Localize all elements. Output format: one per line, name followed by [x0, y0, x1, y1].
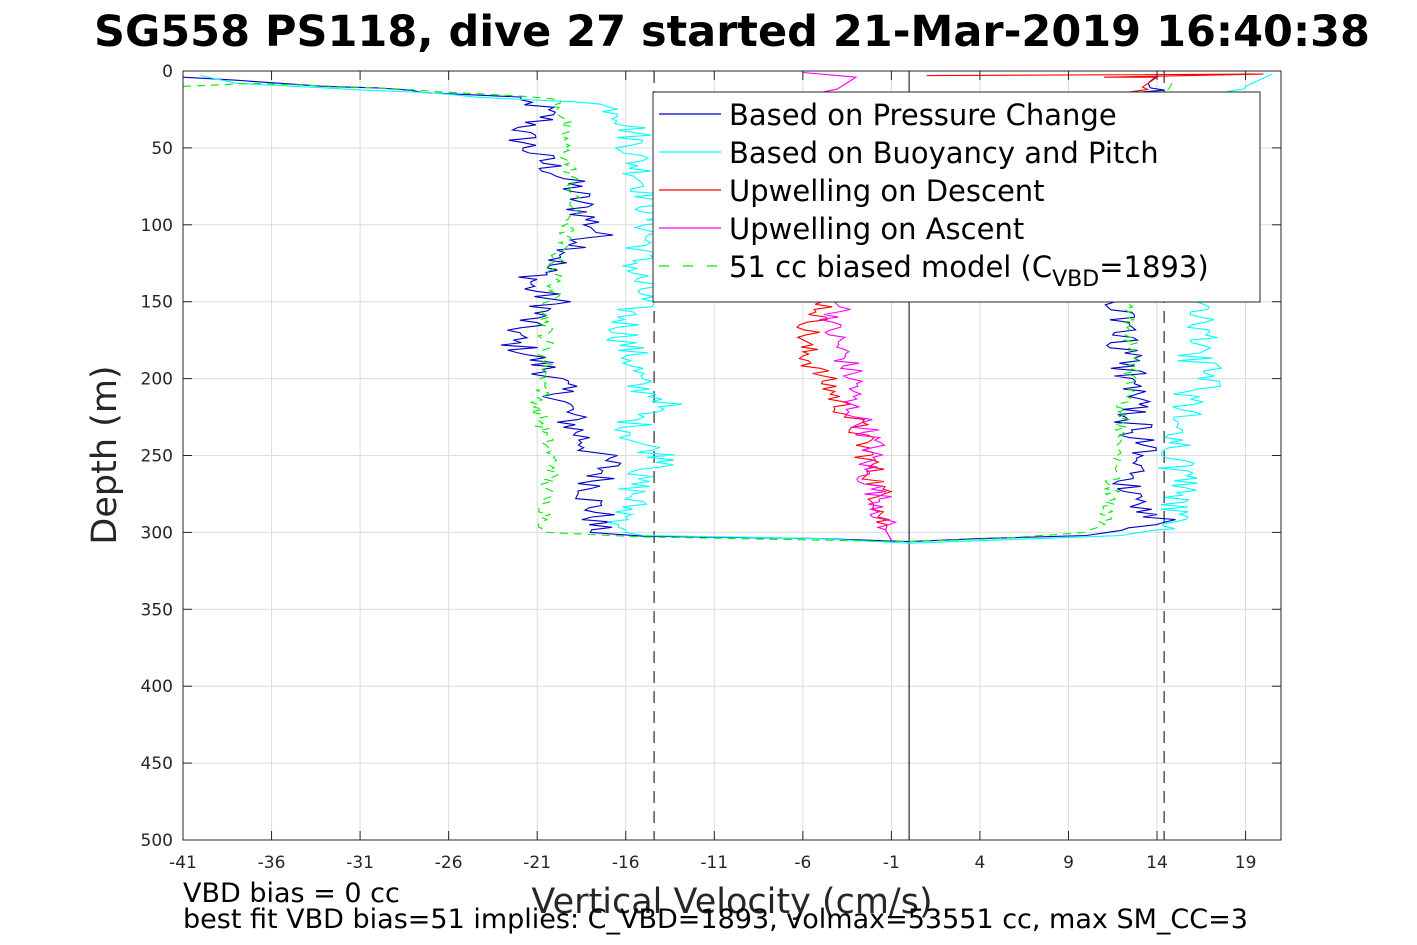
x-tick-label: 4: [975, 853, 986, 873]
x-tick-label: -11: [700, 853, 728, 873]
x-tick-label: -36: [258, 853, 286, 873]
legend-label: Based on Pressure Change: [729, 98, 1117, 132]
footer-best-fit: best fit VBD bias=51 implies: C_VBD=1893…: [183, 904, 1248, 935]
x-tick-label: -1: [883, 853, 900, 873]
y-tick-label: 150: [141, 293, 173, 313]
y-axis: 0 50 100 150 200 250 300 350 400 450 500: [141, 62, 1281, 851]
y-axis-label: Depth (m): [85, 365, 125, 544]
x-tick-label: -41: [169, 853, 197, 873]
x-axis-label: Vertical Velocity (cm/s): [531, 882, 932, 922]
legend-label: Upwelling on Descent: [729, 174, 1045, 208]
y-tick-label: 400: [141, 677, 173, 697]
legend: Based on Pressure Change Based on Buoyanc…: [652, 91, 1261, 303]
x-tick-label: -26: [435, 853, 463, 873]
series-line-based-on-buoyancy-and-pitch-descent: [200, 75, 910, 544]
x-axis: -41 -36 -31 -26 -21 -16 -11 -6 -1 4 9 14 19: [169, 71, 1256, 873]
y-tick-label: 350: [141, 600, 173, 620]
y-tick-label: 450: [141, 754, 173, 774]
y-tick-label: 500: [141, 831, 173, 851]
y-tick-label: 250: [141, 447, 173, 467]
x-tick-label: -21: [523, 853, 551, 873]
y-tick-label: 100: [141, 216, 173, 236]
y-tick-label: 300: [141, 523, 173, 543]
x-tick-label: 9: [1063, 853, 1074, 873]
series-layer: [182, 71, 1273, 544]
legend-label: Upwelling on Ascent: [729, 212, 1024, 246]
x-tick-label: -6: [794, 853, 811, 873]
x-tick-label: -31: [346, 853, 374, 873]
x-tick-label: 19: [1235, 853, 1257, 873]
x-tick-label: 14: [1146, 853, 1168, 873]
y-tick-label: 200: [141, 370, 173, 390]
footer-vbd-bias: VBD bias = 0 cc: [183, 878, 400, 909]
legend-box: [652, 91, 1261, 303]
legend-label: Based on Buoyancy and Pitch: [729, 136, 1159, 170]
chart-title: SG558 PS118, dive 27 started 21-Mar-2019…: [94, 7, 1370, 57]
series-line-based-on-pressure-change-descent: [182, 76, 910, 543]
y-tick-label: 50: [151, 139, 173, 159]
y-tick-label: 0: [162, 62, 173, 82]
x-tick-label: -16: [612, 853, 640, 873]
